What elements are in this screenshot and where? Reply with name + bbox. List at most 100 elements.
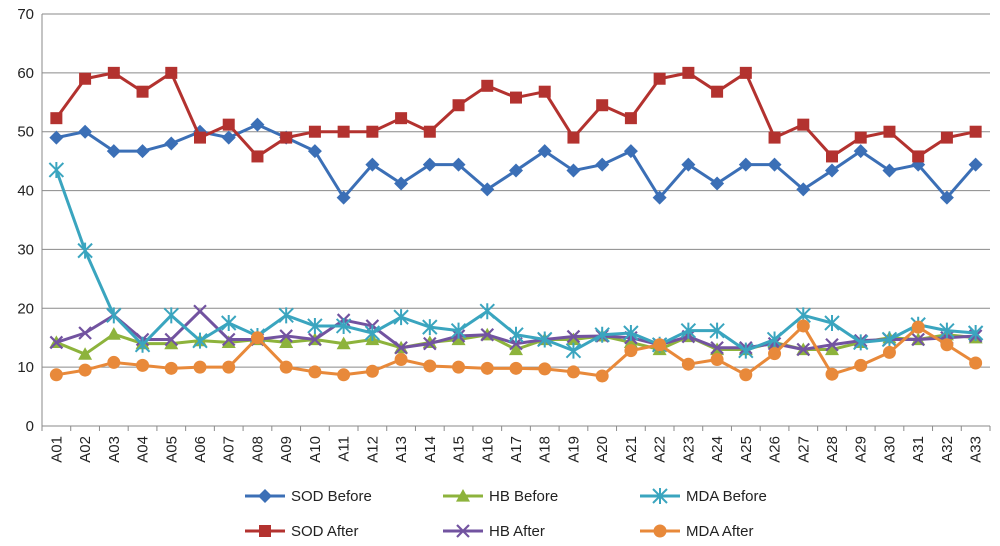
data-point-sod-after	[165, 66, 178, 79]
x-tick-label: A33	[968, 436, 985, 463]
data-point-mda-before	[307, 317, 323, 334]
x-tick-label: A15	[451, 436, 468, 463]
data-point-mda-after	[394, 352, 408, 366]
data-point-mda-after	[681, 357, 695, 371]
legend-item-mda-after: MDA After	[640, 523, 754, 540]
data-point-mda-after	[136, 358, 150, 372]
x-tick-label: A08	[249, 436, 266, 463]
series-mda-before	[48, 161, 984, 359]
data-point-mda-before	[738, 342, 754, 359]
data-point-mda-before	[422, 319, 438, 336]
data-point-mda-after	[739, 368, 753, 382]
data-point-hb-before	[106, 327, 121, 340]
data-point-hb-after	[279, 329, 293, 343]
x-tick-label: A17	[508, 436, 525, 463]
legend-item-mda-before: MDA Before	[640, 488, 767, 505]
data-point-sod-before	[106, 144, 121, 159]
legend-label: MDA Before	[686, 488, 767, 505]
legend-label: HB After	[489, 523, 545, 540]
data-point-mda-before	[221, 315, 237, 331]
data-point-sod-after	[481, 79, 494, 92]
x-tick-label: A05	[163, 436, 180, 463]
data-point-sod-after	[538, 85, 551, 98]
x-tick-label: A25	[738, 436, 755, 463]
data-point-sod-after	[251, 150, 264, 163]
data-point-sod-before	[135, 144, 150, 159]
data-point-sod-after	[280, 131, 293, 144]
data-point-sod-before	[422, 157, 437, 172]
data-point-sod-after	[366, 125, 379, 138]
series-sod-before	[49, 117, 983, 205]
data-point-mda-before	[824, 315, 840, 331]
data-point-sod-after	[395, 112, 408, 125]
data-point-mda-before	[48, 161, 65, 178]
y-tick-label: 70	[17, 6, 34, 23]
data-point-mda-after	[279, 360, 293, 374]
y-axis-tick-labels: 0 10 20 30 40 50 60 70	[17, 6, 34, 435]
data-point-mda-before	[881, 331, 898, 348]
legend-marker	[258, 489, 272, 503]
data-point-hb-after	[78, 326, 92, 340]
data-point-mda-before	[106, 307, 122, 324]
data-point-mda-after	[854, 358, 868, 372]
data-point-mda-after	[624, 344, 638, 358]
data-point-sod-before	[365, 157, 380, 172]
data-point-sod-before	[968, 157, 983, 172]
data-point-sod-before	[652, 190, 667, 205]
series-line-sod-after	[55, 71, 976, 158]
series-mda-after	[49, 319, 983, 383]
y-tick-label: 40	[17, 183, 34, 200]
data-point-hb-after	[566, 329, 581, 344]
data-point-sod-before	[939, 190, 954, 205]
data-point-hb-before	[623, 335, 638, 349]
data-point-mda-after	[222, 360, 236, 374]
data-point-sod-after	[79, 72, 92, 85]
x-tick-label: A12	[364, 436, 381, 463]
data-point-mda-before	[709, 322, 725, 339]
legend-label: SOD After	[291, 523, 359, 540]
data-point-mda-before	[680, 322, 697, 339]
data-point-sod-before	[882, 163, 897, 178]
legend-item-sod-after: SOD After	[245, 523, 359, 540]
data-point-mda-before	[537, 331, 553, 348]
data-point-mda-before	[278, 307, 294, 324]
data-point-hb-after	[423, 336, 437, 351]
data-point-sod-after	[768, 131, 781, 144]
legend-item-hb-after: HB After	[443, 523, 545, 540]
y-tick-label: 20	[17, 300, 34, 317]
data-point-mda-after	[595, 369, 609, 383]
x-tick-label: A21	[623, 436, 640, 463]
data-point-sod-before	[509, 163, 523, 178]
data-point-sod-before	[537, 144, 552, 159]
data-point-mda-after	[337, 368, 351, 382]
data-point-sod-after	[452, 99, 465, 112]
x-tick-label: A03	[106, 436, 123, 463]
data-point-sod-after	[854, 131, 867, 144]
data-point-sod-after	[567, 131, 580, 144]
data-point-mda-before	[364, 325, 381, 342]
data-point-hb-after	[796, 342, 811, 357]
data-point-sod-after	[739, 66, 752, 79]
data-point-hb-after	[221, 332, 236, 347]
data-point-mda-after	[452, 360, 466, 374]
x-axis-ticks	[41, 426, 991, 431]
x-tick-label: A06	[192, 436, 209, 463]
data-point-hb-before	[164, 336, 179, 350]
data-point-mda-before	[594, 326, 610, 343]
data-point-sod-before	[738, 157, 753, 172]
data-point-sod-after	[797, 118, 810, 131]
data-point-hb-before	[451, 332, 466, 346]
data-point-mda-after	[538, 362, 552, 376]
x-tick-label: A18	[537, 436, 554, 463]
data-point-mda-after	[480, 361, 494, 375]
data-point-mda-after	[423, 359, 437, 373]
x-tick-label: A13	[393, 436, 410, 463]
data-point-hb-before	[78, 347, 93, 360]
data-point-sod-before	[710, 176, 725, 191]
x-tick-label: A04	[135, 436, 152, 463]
y-tick-label: 10	[17, 359, 34, 376]
data-point-sod-before	[164, 136, 179, 151]
data-point-mda-after	[882, 345, 896, 359]
data-point-sod-after	[596, 99, 609, 112]
